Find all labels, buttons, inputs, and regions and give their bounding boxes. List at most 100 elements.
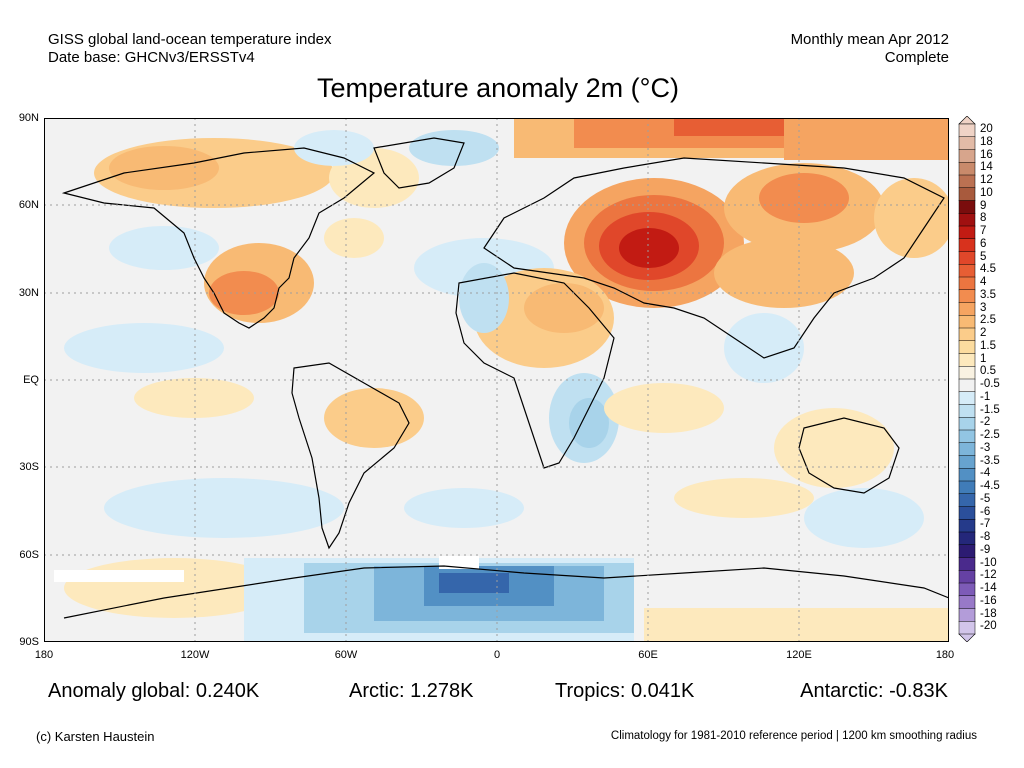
- colorbar-label: 5: [980, 250, 987, 263]
- lon-label: 180: [935, 649, 955, 661]
- colorbar-label: -2: [980, 416, 991, 429]
- colorbar-label: 4.5: [980, 263, 996, 276]
- colorbar-swatch: [958, 187, 976, 202]
- colorbar-swatch: [958, 136, 976, 151]
- lat-label: 60S: [19, 549, 39, 561]
- colorbar-swatch: [958, 417, 976, 431]
- colorbar-swatch: [958, 582, 976, 597]
- colorbar-label: 20: [980, 123, 993, 135]
- tropics-anomaly: Tropics: 0.041K: [555, 680, 695, 702]
- lon-label: 0: [493, 649, 501, 661]
- lat-label: EQ: [23, 374, 39, 386]
- lon-label: 60W: [334, 649, 358, 661]
- colorbar-swatch: [958, 340, 976, 355]
- status-label: Complete: [884, 49, 949, 66]
- colorbar-swatch: [958, 480, 976, 495]
- colorbar-label: 2.5: [980, 314, 996, 327]
- colorbar-swatch: [958, 544, 976, 559]
- lat-label: 90S: [19, 636, 39, 648]
- lon-label: 180: [34, 649, 54, 661]
- colorbar-label: 7: [980, 225, 987, 237]
- colorbar-swatch: [958, 570, 976, 584]
- dataset-title: GISS global land-ocean temperature index: [48, 31, 332, 48]
- colorbar-swatch: [958, 174, 976, 189]
- colorbar-label: -14: [980, 582, 997, 594]
- colorbar-label: -10: [980, 556, 997, 569]
- colorbar-label: 6: [980, 237, 987, 250]
- colorbar-label: 4: [980, 276, 987, 288]
- colorbar-swatch: [958, 429, 976, 444]
- credit: (c) Karsten Haustein: [36, 729, 155, 744]
- colorbar-swatch: [958, 404, 976, 418]
- colorbar-label: -3: [980, 441, 991, 454]
- colorbar-swatch: [958, 621, 976, 635]
- colorbar-label: -1.5: [980, 403, 1000, 416]
- period-label: Monthly mean Apr 2012: [790, 31, 949, 48]
- colorbar-swatch: [958, 519, 976, 533]
- colorbar-swatch: [958, 455, 976, 469]
- colorbar-swatch: [958, 162, 976, 176]
- colorbar-swatch: [958, 238, 976, 253]
- colorbar-min-arrow: [958, 633, 976, 642]
- colorbar-label: -20: [980, 620, 997, 633]
- colorbar-label: -9: [980, 543, 991, 556]
- colorbar-max-arrow: [958, 116, 976, 125]
- colorbar-label: 9: [980, 199, 987, 212]
- colorbar-swatch: [958, 123, 976, 138]
- colorbar-swatch: [958, 251, 976, 265]
- colorbar-swatch: [958, 468, 976, 482]
- lon-label: 120W: [180, 649, 210, 661]
- colorbar-label: -5: [980, 492, 991, 505]
- colorbar-swatch: [958, 149, 976, 163]
- colorbar-label: 3.5: [980, 288, 996, 301]
- colorbar-label: 0.5: [980, 365, 996, 378]
- colorbar-label: -8: [980, 531, 991, 543]
- colorbar-label: 1: [980, 352, 987, 365]
- colorbar-label: -2.5: [980, 429, 1000, 441]
- colorbar-swatch: [958, 557, 976, 571]
- colorbar-label: 3: [980, 301, 987, 314]
- colorbar-swatch: [958, 264, 976, 278]
- colorbar-swatch: [958, 276, 976, 291]
- colorbar-label: -18: [980, 607, 997, 620]
- map-title: Temperature anomaly 2m (°C): [317, 73, 679, 103]
- colorbar-label: -12: [980, 569, 997, 582]
- colorbar-swatch: [958, 315, 976, 329]
- global-anomaly: Anomaly global: 0.240K: [48, 680, 260, 702]
- colorbar-label: -3.5: [980, 454, 1000, 467]
- colorbar-label: -4.5: [980, 480, 1000, 492]
- colorbar-labels: 20 18 16 14 12 10 9 8 7 6 5 4.5 4 3.5 3 2.5 2 1.5 1 0.5 -0.5…: [980, 0, 1024, 768]
- colorbar: [958, 116, 976, 642]
- lat-label: 30N: [18, 287, 39, 299]
- colorbar-label: 18: [980, 135, 993, 148]
- lon-label: 120E: [786, 649, 812, 661]
- colorbar-swatch: [958, 327, 976, 342]
- colorbar-label: 12: [980, 174, 993, 186]
- colorbar-swatch: [958, 493, 976, 508]
- colorbar-label: 14: [980, 161, 993, 174]
- lon-label: 60E: [638, 649, 658, 661]
- colorbar-label: 10: [980, 186, 993, 199]
- colorbar-swatch: [958, 302, 976, 316]
- colorbar-swatch: [958, 442, 976, 457]
- database-label: Date base: GHCNv3/ERSSTv4: [48, 49, 255, 66]
- colorbar-swatch: [958, 200, 976, 214]
- colorbar-swatch: [958, 595, 976, 610]
- colorbar-swatch: [958, 289, 976, 304]
- colorbar-swatch: [958, 213, 976, 227]
- colorbar-label: -4: [980, 467, 991, 480]
- colorbar-label: -0.5: [980, 378, 1000, 390]
- colorbar-swatch: [958, 391, 976, 406]
- colorbar-label: 16: [980, 148, 993, 161]
- colorbar-label: 2: [980, 327, 987, 339]
- colorbar-swatch: [958, 366, 976, 380]
- antarctic-anomaly: Antarctic: -0.83K: [800, 680, 948, 702]
- colorbar-label: 8: [980, 212, 987, 225]
- colorbar-swatch: [958, 608, 976, 622]
- colorbar-swatch: [958, 506, 976, 520]
- arctic-anomaly: Arctic: 1.278K: [349, 680, 474, 702]
- colorbar-label: -6: [980, 505, 991, 518]
- colorbar-label: -16: [980, 594, 997, 607]
- lat-label: 90N: [18, 112, 39, 124]
- colorbar-label: -7: [980, 518, 991, 531]
